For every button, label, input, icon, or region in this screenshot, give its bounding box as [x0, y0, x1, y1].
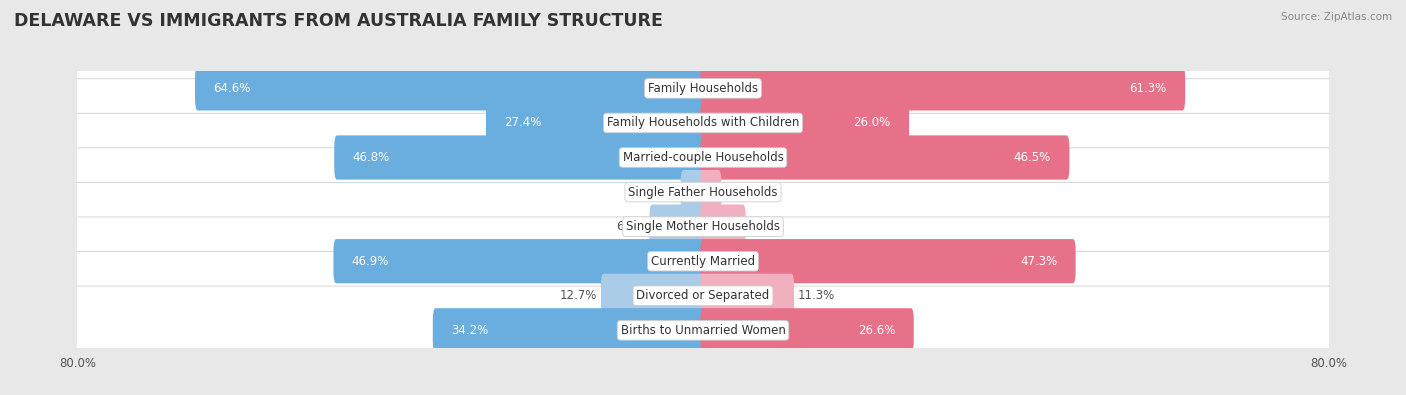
FancyBboxPatch shape — [700, 170, 721, 214]
Text: 61.3%: 61.3% — [1129, 82, 1167, 95]
FancyBboxPatch shape — [700, 308, 914, 352]
FancyBboxPatch shape — [72, 113, 1334, 202]
FancyBboxPatch shape — [700, 205, 745, 249]
Text: Married-couple Households: Married-couple Households — [623, 151, 783, 164]
FancyBboxPatch shape — [72, 217, 1334, 305]
Text: DELAWARE VS IMMIGRANTS FROM AUSTRALIA FAMILY STRUCTURE: DELAWARE VS IMMIGRANTS FROM AUSTRALIA FA… — [14, 12, 664, 30]
FancyBboxPatch shape — [650, 205, 706, 249]
FancyBboxPatch shape — [486, 101, 706, 145]
Text: 12.7%: 12.7% — [560, 289, 598, 302]
Text: Source: ZipAtlas.com: Source: ZipAtlas.com — [1281, 12, 1392, 22]
Text: Single Father Households: Single Father Households — [628, 186, 778, 199]
Text: 46.5%: 46.5% — [1014, 151, 1052, 164]
Text: 46.8%: 46.8% — [353, 151, 389, 164]
Text: Family Households with Children: Family Households with Children — [607, 117, 799, 130]
FancyBboxPatch shape — [72, 79, 1334, 167]
Text: 26.0%: 26.0% — [853, 117, 891, 130]
FancyBboxPatch shape — [72, 286, 1334, 374]
FancyBboxPatch shape — [72, 148, 1334, 236]
FancyBboxPatch shape — [700, 239, 1076, 283]
Text: 6.5%: 6.5% — [616, 220, 645, 233]
FancyBboxPatch shape — [72, 252, 1334, 340]
FancyBboxPatch shape — [433, 308, 706, 352]
FancyBboxPatch shape — [72, 44, 1334, 133]
FancyBboxPatch shape — [700, 135, 1070, 180]
Text: Family Households: Family Households — [648, 82, 758, 95]
Text: 47.3%: 47.3% — [1019, 255, 1057, 268]
Text: 46.9%: 46.9% — [352, 255, 389, 268]
FancyBboxPatch shape — [600, 274, 706, 318]
Text: 2.5%: 2.5% — [647, 186, 678, 199]
Text: 26.6%: 26.6% — [858, 324, 896, 337]
FancyBboxPatch shape — [195, 66, 706, 111]
Text: Single Mother Households: Single Mother Households — [626, 220, 780, 233]
Text: Births to Unmarried Women: Births to Unmarried Women — [620, 324, 786, 337]
FancyBboxPatch shape — [700, 66, 1185, 111]
Text: 11.3%: 11.3% — [797, 289, 835, 302]
Text: 2.0%: 2.0% — [725, 186, 755, 199]
FancyBboxPatch shape — [700, 101, 910, 145]
Text: 27.4%: 27.4% — [505, 117, 541, 130]
FancyBboxPatch shape — [333, 239, 706, 283]
FancyBboxPatch shape — [681, 170, 706, 214]
FancyBboxPatch shape — [700, 274, 794, 318]
Text: Divorced or Separated: Divorced or Separated — [637, 289, 769, 302]
Text: 64.6%: 64.6% — [214, 82, 250, 95]
Text: Currently Married: Currently Married — [651, 255, 755, 268]
Text: 5.1%: 5.1% — [749, 220, 779, 233]
Text: 34.2%: 34.2% — [451, 324, 488, 337]
FancyBboxPatch shape — [72, 182, 1334, 271]
FancyBboxPatch shape — [335, 135, 706, 180]
